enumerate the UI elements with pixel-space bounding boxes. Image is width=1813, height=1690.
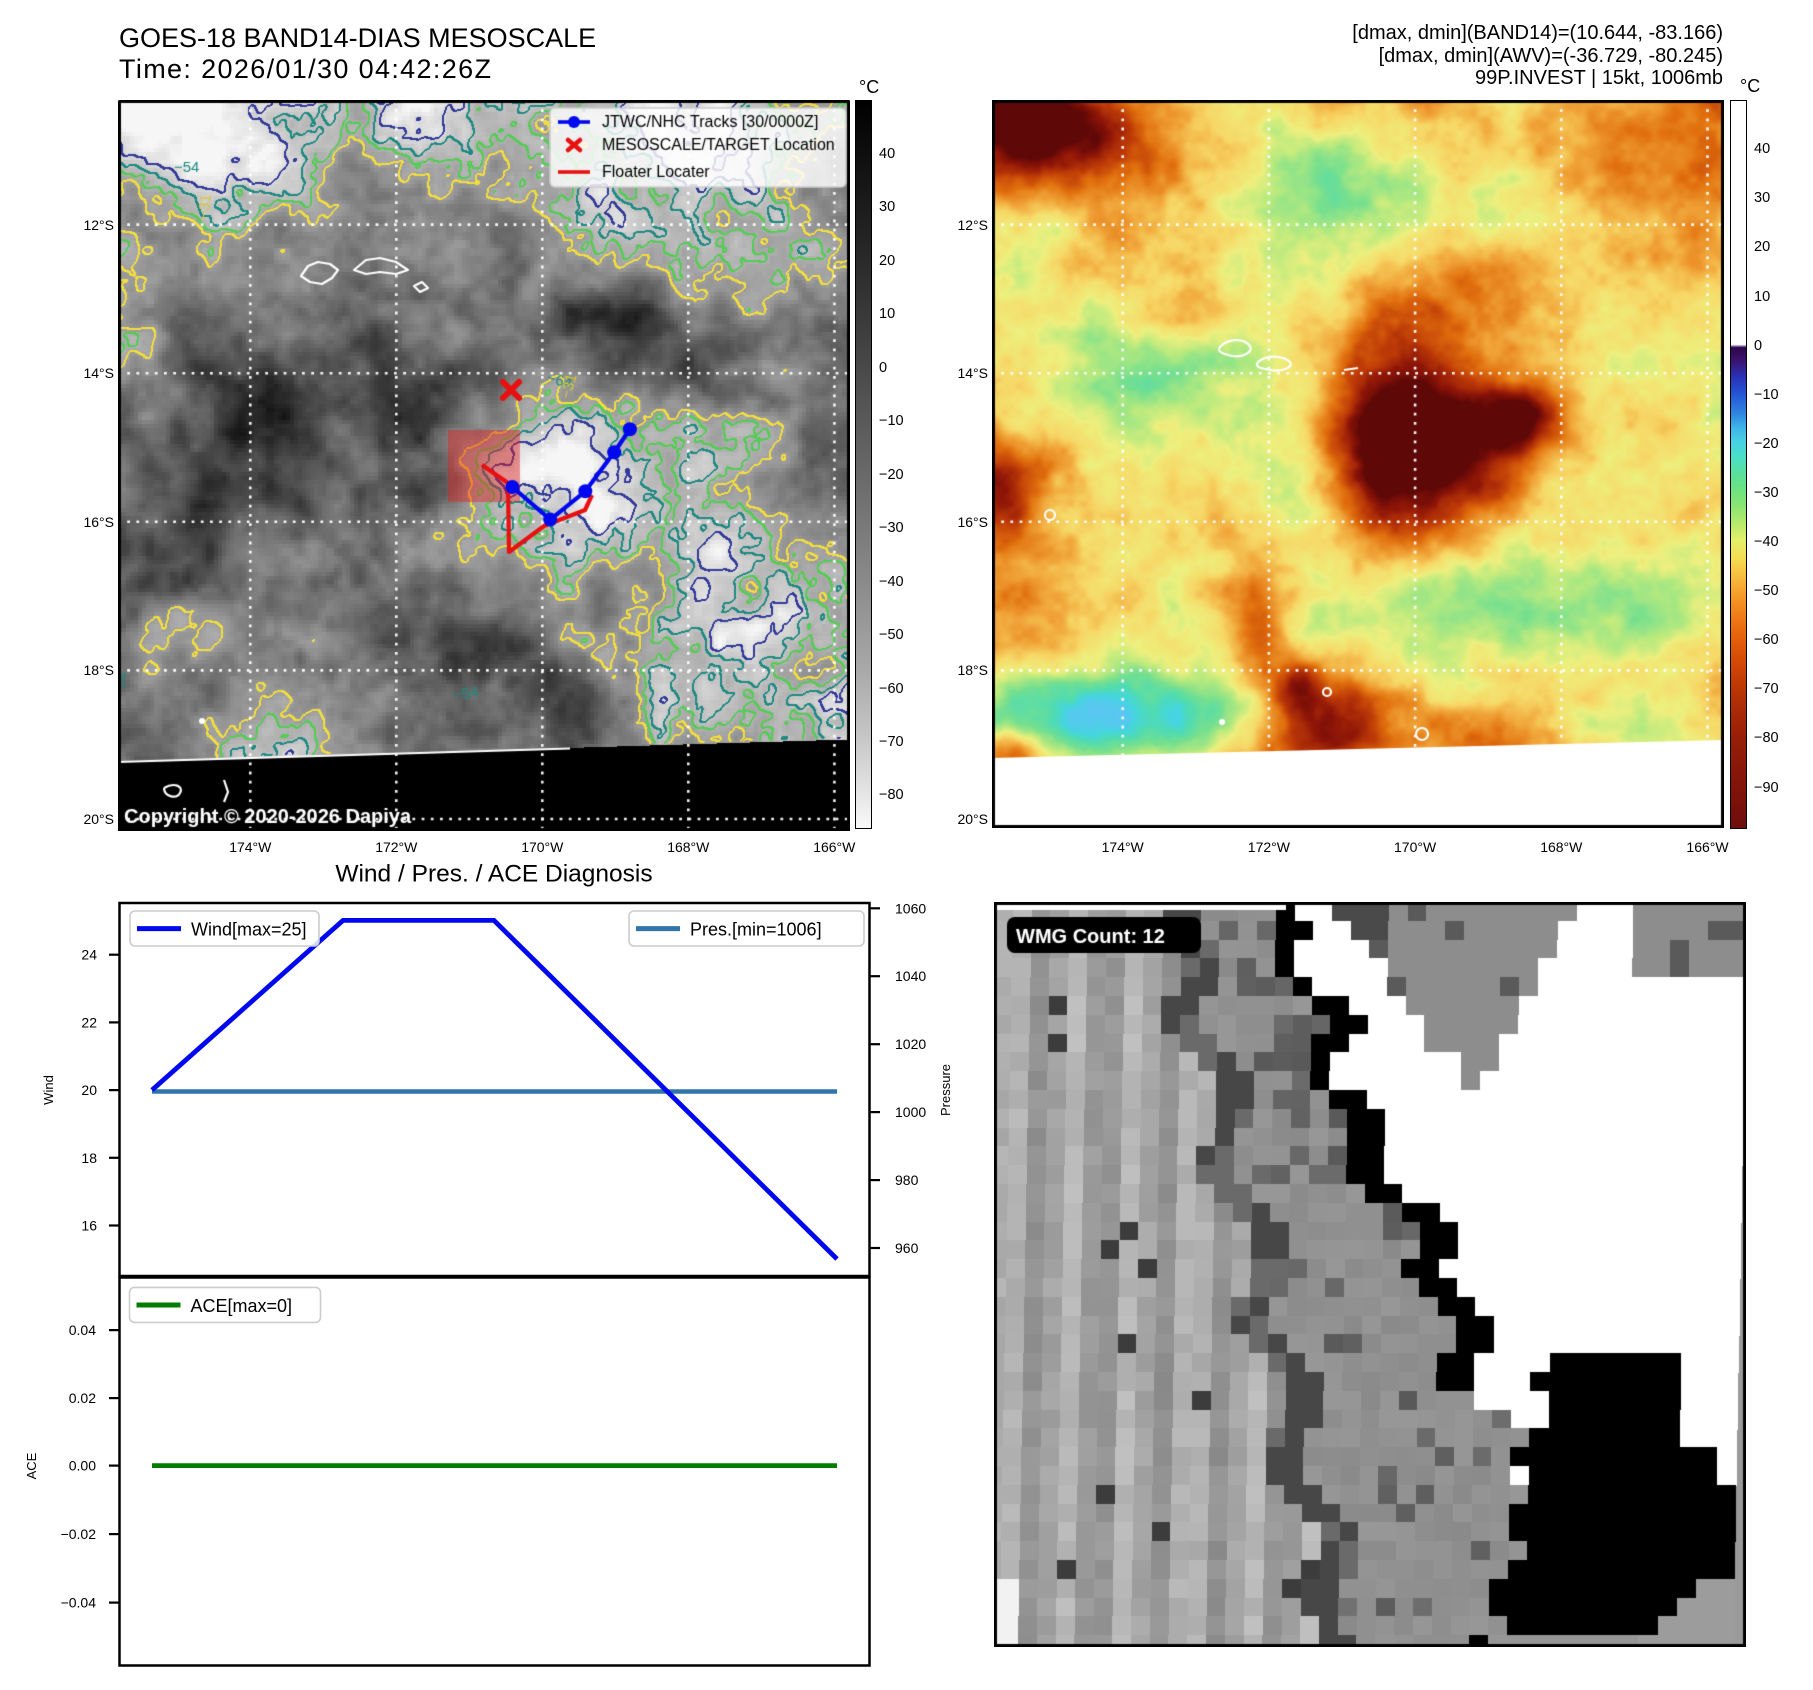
svg-text:16: 16	[81, 1218, 97, 1234]
svg-text:1000: 1000	[895, 1104, 926, 1120]
svg-text:Pres.[min=1006]: Pres.[min=1006]	[690, 920, 822, 940]
svg-text:Wind[max=25]: Wind[max=25]	[191, 920, 307, 940]
svg-text:0.00: 0.00	[69, 1458, 96, 1474]
svg-text:−0.04: −0.04	[61, 1595, 97, 1611]
svg-text:ACE[max=0]: ACE[max=0]	[191, 1296, 293, 1316]
svg-text:0.02: 0.02	[69, 1390, 96, 1406]
svg-text:Wind / Pres. / ACE Diagnosis: Wind / Pres. / ACE Diagnosis	[335, 861, 652, 888]
svg-text:24: 24	[81, 947, 97, 963]
svg-text:980: 980	[895, 1172, 919, 1188]
svg-text:Pressure: Pressure	[938, 1064, 953, 1116]
svg-text:1060: 1060	[895, 900, 926, 916]
svg-text:Wind: Wind	[41, 1075, 56, 1105]
svg-text:1040: 1040	[895, 968, 926, 984]
svg-text:960: 960	[895, 1240, 919, 1256]
svg-text:22: 22	[81, 1014, 97, 1030]
svg-text:0.04: 0.04	[69, 1322, 96, 1338]
svg-text:18: 18	[81, 1150, 97, 1166]
svg-text:20: 20	[81, 1082, 97, 1098]
svg-text:−0.02: −0.02	[61, 1526, 97, 1542]
svg-text:1020: 1020	[895, 1036, 926, 1052]
svg-text:ACE: ACE	[24, 1452, 39, 1479]
